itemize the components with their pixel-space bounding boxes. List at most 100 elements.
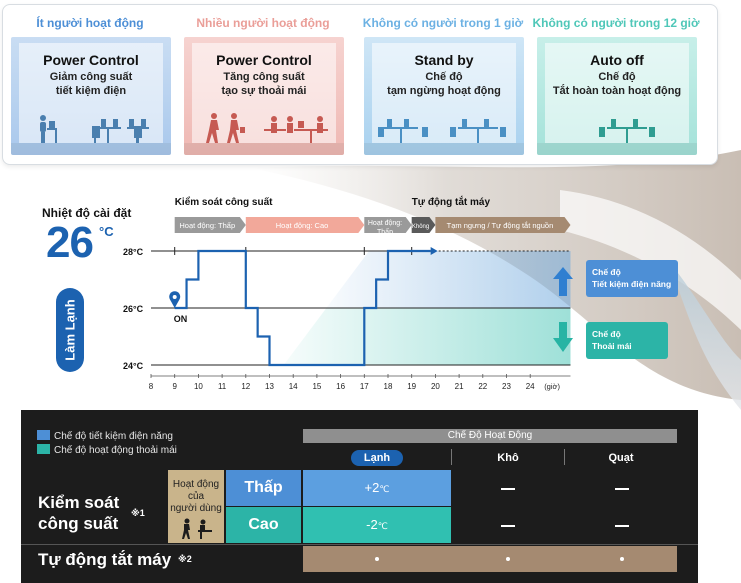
segment-label: Hoạt động: Thấp — [179, 221, 235, 230]
x-tick-label: 11 — [218, 382, 227, 391]
x-tick-label: 21 — [455, 382, 464, 391]
legend-label: Chế độ hoạt động thoải mái — [54, 445, 177, 456]
segment-label: Hoạt động: Cao — [276, 221, 329, 230]
occupancy-scenarios-card: Ít người hoạt động Power Control Giảm cô… — [2, 4, 718, 165]
row-header-auto-off: Tự động tắt máy — [38, 550, 172, 569]
panel-label: Không có người trong 1 giờ — [362, 16, 524, 30]
setpoint-unit: °C — [99, 224, 114, 239]
x-tick-label: 12 — [241, 382, 250, 391]
temperature-control-chart: 28°C 26°C 24°C 8 9 10 11 12 13 14 15 16 17 18 19 20 21 22… — [123, 195, 678, 391]
room-illustration: Stand by Chế độ tạm ngừng hoạt động — [364, 37, 524, 155]
mode-header: Chế Độ Hoạt Động — [303, 429, 677, 443]
x-tick-label: 19 — [407, 382, 416, 391]
not-applicable-dash — [615, 488, 629, 490]
setpoint-line — [174, 249, 431, 367]
segment-header-auto-off: Tự động tắt máy — [412, 195, 491, 208]
user-activity-line: của — [187, 491, 205, 502]
offset-number: -2 — [366, 517, 378, 532]
panel-subtitle-1: Giảm công suất — [49, 71, 133, 83]
legend-item-energy-saving: Chế độ tiết kiệm điện năng — [37, 430, 173, 442]
segment-label: Thấp — [377, 227, 393, 236]
column-separator — [451, 449, 452, 465]
level-low-bg — [226, 470, 301, 506]
arrow-up-icon — [553, 267, 573, 296]
not-applicable-dash — [501, 525, 515, 527]
x-tick-label: 17 — [360, 382, 369, 391]
column-label: Lạnh — [351, 450, 403, 466]
y-tick-label: 28°C — [123, 247, 144, 257]
auto-off-available-row — [303, 546, 677, 572]
energy-saving-callout — [586, 260, 678, 297]
level-high-bg — [226, 507, 301, 543]
panel-standby: Không có người trong 1 giờ Stand by Chế … — [358, 11, 528, 159]
panel-label: Nhiều người hoạt động — [196, 16, 330, 30]
x-tick-label: 13 — [265, 382, 274, 391]
panel-heading: Power Control — [216, 52, 312, 68]
panel-subtitle-1: Tăng công suất — [223, 71, 305, 83]
mode-badge-cooling: Làm Lạnh — [56, 288, 84, 372]
row-header-line: Kiểm soát — [38, 493, 120, 512]
segment-header-power-control: Kiểm soát công suất — [175, 196, 273, 208]
panel-subtitle-2: tạm ngừng hoạt động — [387, 85, 501, 97]
available-dot — [506, 557, 510, 561]
level-high-label: Cao — [248, 516, 279, 533]
available-dot — [375, 557, 379, 561]
user-activity-line: Hoạt động — [172, 479, 220, 490]
segment-bar — [174, 217, 246, 233]
on-marker-label: ON — [174, 314, 188, 324]
column-header-dry: Khô — [497, 452, 519, 464]
callout-line: Chế độ — [592, 329, 621, 339]
setpoint-label: Nhiệt độ cài đặt — [42, 206, 132, 220]
segment-label: Hoạt động: — [368, 220, 402, 227]
segment-bar — [411, 217, 436, 233]
high-offset-value: -2℃ — [303, 517, 451, 532]
offset-number: +2 — [364, 480, 380, 495]
x-tick-label: 22 — [478, 382, 487, 391]
user-activity-line: người dùng — [170, 503, 222, 514]
segment-bar — [435, 217, 571, 233]
segment-label: Không — [412, 224, 429, 230]
line-arrowhead — [430, 247, 438, 255]
panel-low-occupancy: Ít người hoạt động Power Control Giảm cô… — [5, 11, 175, 159]
panel-heading: Power Control — [43, 52, 139, 68]
comfort-zone — [283, 308, 571, 365]
offset-unit: ℃ — [379, 484, 390, 494]
operation-mode-table: Chế độ tiết kiệm điện năng Chế độ hoạt đ… — [21, 410, 698, 583]
x-tick-label: 15 — [312, 382, 321, 391]
x-tick-label: 23 — [502, 382, 511, 391]
setpoint-value: 26 — [46, 218, 94, 267]
room-illustration: Power Control Giảm công suất tiết kiệm đ… — [11, 37, 171, 155]
row-header-power-control: Kiểm soát công suất — [38, 492, 119, 534]
room-illustration: Power Control Tăng công suất tạo sự thoả… — [184, 37, 344, 155]
empty-office-icon — [599, 119, 655, 143]
x-tick-label: 10 — [194, 382, 203, 391]
note-marker-1: ※1 — [131, 508, 145, 518]
people-walking-icon — [182, 518, 212, 539]
available-dot — [620, 557, 624, 561]
comfort-callout — [586, 322, 668, 359]
people-walking-icon — [206, 113, 328, 143]
legend-swatch — [37, 444, 50, 454]
cell-low-cool — [303, 470, 451, 506]
column-separator — [564, 449, 565, 465]
on-marker-pin-dot — [172, 295, 177, 299]
x-tick-label: 9 — [172, 382, 177, 391]
legend-swatch — [37, 430, 50, 440]
panel-subtitle-1: Chế độ — [425, 71, 463, 83]
panel-heading: Stand by — [414, 52, 474, 68]
x-tick-label: 18 — [384, 382, 393, 391]
legend-item-comfort: Chế độ hoạt động thoải mái — [37, 444, 177, 456]
empty-office-icon — [378, 119, 506, 143]
room-illustration: Auto off Chế độ Tắt hoàn toàn hoạt động — [537, 37, 697, 155]
panel-subtitle-2: Tắt hoàn toàn hoạt động — [552, 85, 682, 97]
note-marker-2: ※2 — [178, 554, 192, 564]
callout-line: Tiết kiệm điện năng — [592, 279, 671, 289]
segment-bar — [364, 217, 412, 233]
panel-heading: Auto off — [590, 52, 644, 68]
row-header-line: công suất — [38, 514, 119, 533]
legend-label: Chế độ tiết kiệm điện năng — [54, 431, 173, 442]
user-activity-box: Hoạt động của người dùng — [168, 470, 224, 543]
panel-subtitle-1: Chế độ — [598, 71, 636, 83]
x-axis-label: (giờ) — [544, 382, 560, 391]
arrow-down-icon — [553, 322, 573, 352]
